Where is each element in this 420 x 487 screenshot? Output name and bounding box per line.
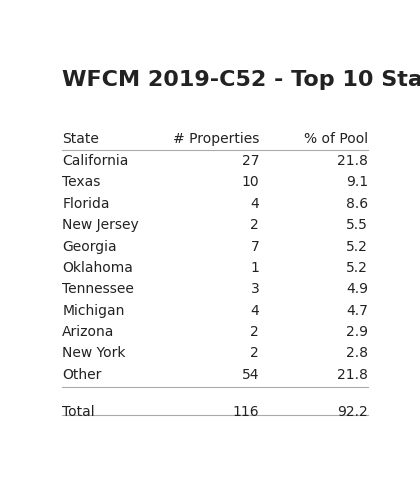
Text: Florida: Florida <box>62 197 110 211</box>
Text: 21.8: 21.8 <box>337 368 368 382</box>
Text: WFCM 2019-C52 - Top 10 States: WFCM 2019-C52 - Top 10 States <box>62 70 420 90</box>
Text: Total: Total <box>62 405 95 419</box>
Text: # Properties: # Properties <box>173 131 259 146</box>
Text: Georgia: Georgia <box>62 240 117 254</box>
Text: 10: 10 <box>241 175 259 189</box>
Text: 9.1: 9.1 <box>346 175 368 189</box>
Text: 27: 27 <box>241 154 259 168</box>
Text: 4.7: 4.7 <box>346 304 368 318</box>
Text: 2.9: 2.9 <box>346 325 368 339</box>
Text: 5.2: 5.2 <box>346 240 368 254</box>
Text: 3: 3 <box>250 282 259 296</box>
Text: 4: 4 <box>250 304 259 318</box>
Text: Arizona: Arizona <box>62 325 115 339</box>
Text: 5.5: 5.5 <box>346 218 368 232</box>
Text: Oklahoma: Oklahoma <box>62 261 133 275</box>
Text: New York: New York <box>62 346 126 360</box>
Text: New Jersey: New Jersey <box>62 218 139 232</box>
Text: 4.9: 4.9 <box>346 282 368 296</box>
Text: 21.8: 21.8 <box>337 154 368 168</box>
Text: 7: 7 <box>250 240 259 254</box>
Text: Texas: Texas <box>62 175 101 189</box>
Text: 2: 2 <box>250 346 259 360</box>
Text: 92.2: 92.2 <box>338 405 368 419</box>
Text: 4: 4 <box>250 197 259 211</box>
Text: Other: Other <box>62 368 102 382</box>
Text: Tennessee: Tennessee <box>62 282 134 296</box>
Text: 8.6: 8.6 <box>346 197 368 211</box>
Text: 5.2: 5.2 <box>346 261 368 275</box>
Text: 2.8: 2.8 <box>346 346 368 360</box>
Text: 2: 2 <box>250 218 259 232</box>
Text: 116: 116 <box>233 405 259 419</box>
Text: 1: 1 <box>250 261 259 275</box>
Text: 54: 54 <box>241 368 259 382</box>
Text: State: State <box>62 131 99 146</box>
Text: Michigan: Michigan <box>62 304 125 318</box>
Text: California: California <box>62 154 129 168</box>
Text: 2: 2 <box>250 325 259 339</box>
Text: % of Pool: % of Pool <box>304 131 368 146</box>
